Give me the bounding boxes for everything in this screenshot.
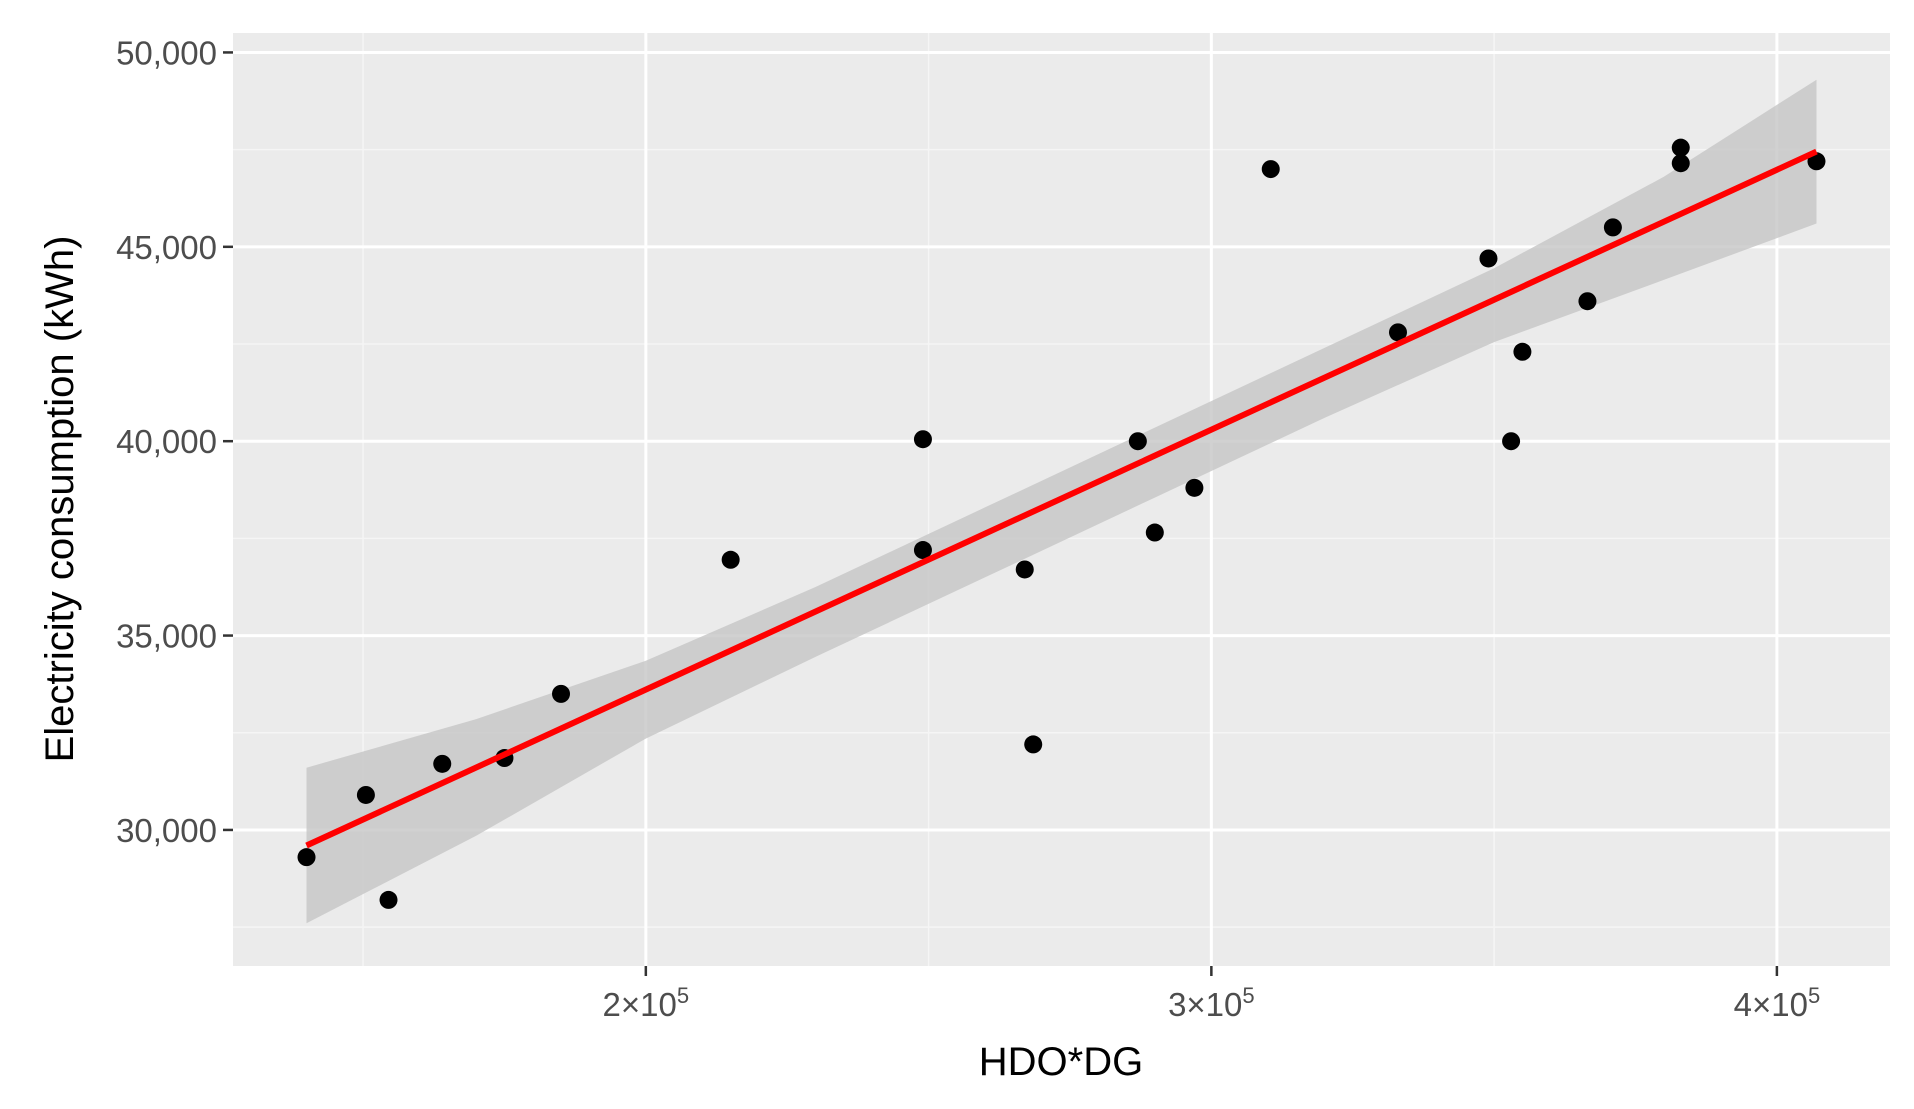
- data-point: [913, 541, 932, 560]
- data-point: [297, 848, 316, 867]
- data-point: [1388, 323, 1407, 342]
- data-point: [1578, 292, 1597, 311]
- x-axis-title: HDO*DG: [979, 1040, 1143, 1084]
- major-gridlines: [233, 33, 1890, 966]
- y-axis-ticks: 30,000 35,000 40,000 45,000 50,000: [116, 34, 233, 849]
- x-axis-ticks: 2×105 3×105 4×105: [603, 966, 1821, 1023]
- data-point: [1513, 342, 1532, 361]
- y-tick-label: 35,000: [116, 618, 217, 655]
- x-tick-label: 4×105: [1734, 983, 1821, 1023]
- data-point: [552, 684, 571, 703]
- data-point: [1671, 154, 1690, 173]
- data-point: [1128, 432, 1147, 451]
- data-point: [433, 754, 452, 773]
- y-tick-label: 50,000: [116, 34, 217, 71]
- regression-line: [305, 148, 1818, 849]
- data-point: [1024, 735, 1043, 754]
- data-points: [297, 138, 1826, 909]
- y-axis-title: Electricity consumption (kWh): [38, 236, 82, 763]
- data-point: [1671, 138, 1690, 157]
- data-point: [1185, 478, 1204, 497]
- data-point: [1015, 560, 1034, 579]
- data-point: [1479, 249, 1498, 268]
- data-point: [1502, 432, 1521, 451]
- data-point: [1603, 218, 1622, 237]
- y-tick-label: 40,000: [116, 423, 217, 460]
- data-point: [913, 430, 932, 449]
- x-tick-label: 3×105: [1168, 983, 1255, 1023]
- data-point: [356, 785, 375, 804]
- y-tick-label: 45,000: [116, 229, 217, 266]
- y-tick-label: 30,000: [116, 812, 217, 849]
- data-point: [1261, 160, 1280, 179]
- data-point: [721, 550, 740, 569]
- data-point: [1145, 523, 1164, 542]
- data-point: [379, 890, 398, 909]
- x-tick-label: 2×105: [603, 983, 690, 1023]
